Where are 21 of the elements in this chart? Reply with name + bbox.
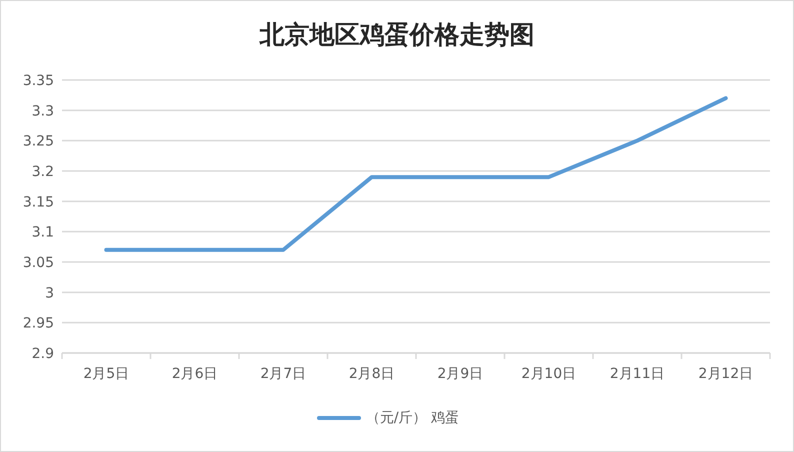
chart-title: 北京地区鸡蛋价格走势图 xyxy=(258,20,536,50)
line-series xyxy=(104,96,728,252)
y-tick-label: 3.05 xyxy=(22,254,54,271)
x-tick-label: 2月11日 xyxy=(610,366,665,382)
x-tick-label: 2月7日 xyxy=(260,366,306,382)
x-tick-label: 2月10日 xyxy=(521,366,576,382)
x-tick-label: 2月8日 xyxy=(348,366,395,382)
y-tick-label: 3 xyxy=(45,285,54,302)
x-tick-label: 2月9日 xyxy=(437,366,484,382)
x-tick-label: 2月5日 xyxy=(83,366,130,382)
y-tick-label: 3.15 xyxy=(22,194,54,210)
x-tick-label: 2月6日 xyxy=(172,366,218,382)
x-tick-label: 2月12日 xyxy=(698,366,754,382)
y-tick-label: 3.35 xyxy=(22,72,54,89)
y-tick-label: 2.95 xyxy=(22,316,54,332)
y-tick-label: 3.3 xyxy=(32,103,54,120)
y-tick-label: 3.1 xyxy=(32,224,54,241)
y-tick-label: 3.2 xyxy=(32,164,54,180)
y-tick-label: 2.9 xyxy=(32,346,54,362)
legend-label: （元/斤） 鸡蛋 xyxy=(366,409,460,427)
y-tick-label: 3.25 xyxy=(22,134,54,150)
